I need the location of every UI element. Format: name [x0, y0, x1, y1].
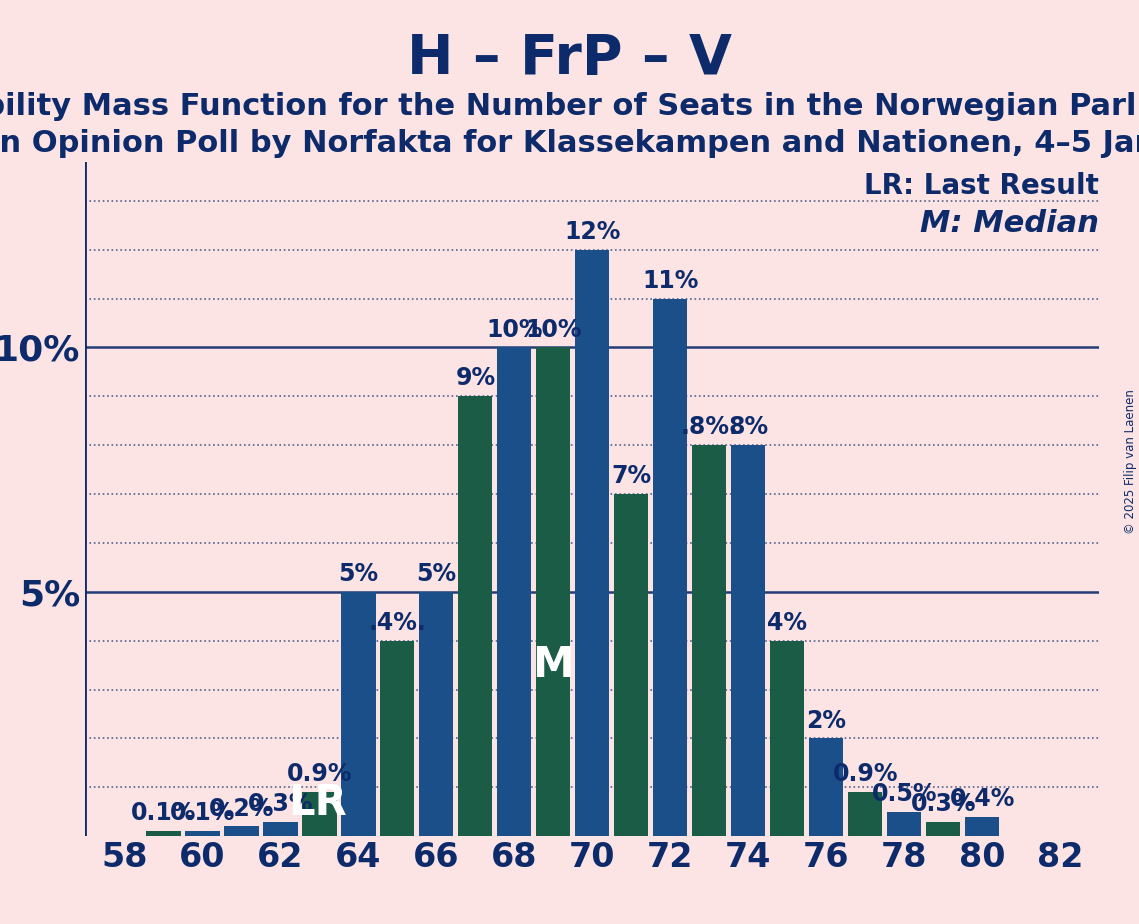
Bar: [536, 347, 571, 836]
Bar: [965, 817, 999, 836]
Text: 0.1%: 0.1%: [170, 801, 235, 825]
Text: 9%: 9%: [456, 367, 495, 391]
Bar: [575, 249, 609, 836]
Text: M: M: [533, 644, 574, 687]
Text: LR: LR: [288, 782, 346, 824]
Bar: [887, 812, 921, 836]
Bar: [731, 445, 765, 836]
Bar: [263, 821, 297, 836]
Bar: [146, 832, 181, 836]
Text: Probability Mass Function for the Number of Seats in the Norwegian Parliament: Probability Mass Function for the Number…: [0, 92, 1139, 121]
Text: 0.2%: 0.2%: [208, 796, 274, 821]
Bar: [497, 347, 532, 836]
Text: 2%: 2%: [806, 709, 846, 733]
Bar: [342, 592, 376, 836]
Text: 10%: 10%: [525, 318, 582, 342]
Text: 0.9%: 0.9%: [287, 762, 352, 786]
Text: 0.4%: 0.4%: [950, 787, 1015, 810]
Text: 12%: 12%: [564, 220, 621, 244]
Text: 0.9%: 0.9%: [833, 762, 898, 786]
Text: .8%.: .8%.: [680, 415, 738, 439]
Text: 0.1%: 0.1%: [131, 801, 196, 825]
Bar: [458, 396, 492, 836]
Text: 8%: 8%: [728, 415, 769, 439]
Bar: [926, 821, 960, 836]
Bar: [770, 640, 804, 836]
Bar: [614, 494, 648, 836]
Text: 4%: 4%: [768, 611, 808, 635]
Bar: [186, 832, 220, 836]
Text: 7%: 7%: [612, 464, 652, 488]
Text: M: Median: M: Median: [920, 209, 1099, 237]
Text: Based on an Opinion Poll by Norfakta for Klassekampen and Nationen, 4–5 January : Based on an Opinion Poll by Norfakta for…: [0, 129, 1139, 158]
Text: 11%: 11%: [642, 269, 698, 293]
Bar: [380, 640, 415, 836]
Text: © 2025 Filip van Laenen: © 2025 Filip van Laenen: [1124, 390, 1137, 534]
Bar: [419, 592, 453, 836]
Text: 10%: 10%: [486, 318, 542, 342]
Bar: [693, 445, 727, 836]
Text: LR: Last Result: LR: Last Result: [865, 172, 1099, 200]
Bar: [302, 792, 336, 836]
Bar: [849, 792, 883, 836]
Text: 5%: 5%: [416, 562, 457, 586]
Text: 0.5%: 0.5%: [871, 782, 937, 806]
Text: 0.3%: 0.3%: [910, 792, 976, 816]
Text: 5%: 5%: [338, 562, 378, 586]
Text: H – FrP – V: H – FrP – V: [407, 32, 732, 86]
Bar: [653, 298, 688, 836]
Text: .4%.: .4%.: [368, 611, 426, 635]
Bar: [224, 826, 259, 836]
Text: 0.3%: 0.3%: [247, 792, 313, 816]
Bar: [809, 738, 843, 836]
